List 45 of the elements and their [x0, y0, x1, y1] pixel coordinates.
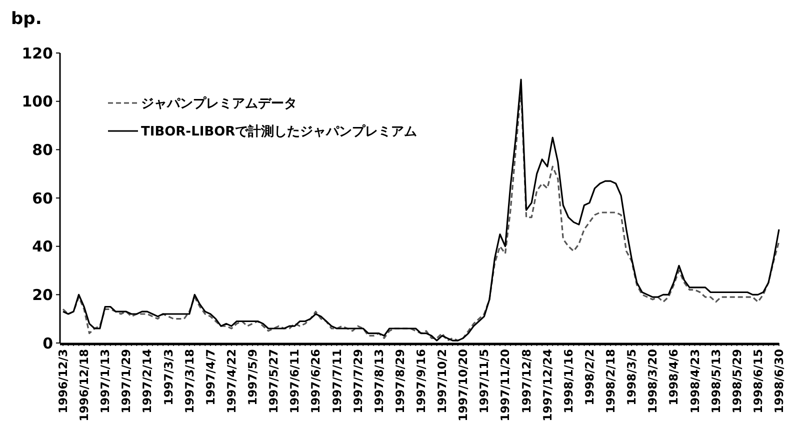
x-tick-label: 1997/7/11: [330, 349, 344, 414]
x-tick-label: 1997/6/11: [288, 349, 302, 414]
x-tick-label: 1997/1/13: [98, 349, 112, 414]
x-tick-label: 1998/3/20: [646, 349, 660, 414]
x-tick-label: 1997/8/29: [392, 349, 407, 414]
x-tick-label: 1998/5/29: [730, 349, 744, 414]
x-tick-label: 1998/6/30: [772, 349, 786, 414]
y-tick-label: 60: [32, 189, 53, 208]
y-axis-title: bp.: [11, 9, 42, 29]
y-tick-label: 0: [42, 334, 53, 352]
x-tick-label: 1996/12/18: [77, 349, 92, 422]
x-tick-label: 1997/7/29: [350, 349, 365, 414]
x-tick-label: 1998/6/15: [750, 349, 765, 414]
x-tick-label: 1998/2/2: [582, 349, 596, 406]
x-tick-label: 1998/2/18: [604, 349, 618, 414]
x-tick-label: 1998/4/6: [666, 349, 681, 406]
x-tick-label: 1997/11/20: [498, 349, 512, 422]
x-tick-label: 1998/3/5: [624, 349, 639, 406]
x-tick-label: 1997/11/5: [477, 349, 492, 414]
x-tick-label: 1997/2/14: [140, 349, 154, 414]
x-tick-label: 1997/3/3: [161, 349, 176, 406]
x-tick-label: 1997/10/20: [456, 349, 470, 422]
x-tick-label: 1997/3/18: [182, 349, 196, 414]
legend-label: ジャパンプレミアムデータ: [141, 96, 297, 112]
y-tick-label: 20: [32, 286, 53, 304]
y-tick-label: 80: [32, 140, 53, 159]
x-tick-label: 1997/4/7: [203, 349, 218, 406]
x-tick-label: 1998/4/23: [688, 349, 702, 414]
x-tick-label: 1997/8/13: [372, 349, 386, 414]
x-tick-label: 1997/5/27: [266, 349, 281, 414]
x-tick-label: 1997/1/29: [119, 349, 134, 414]
x-tick-label: 1997/10/2: [435, 349, 450, 414]
x-tick-label: 1998/5/13: [708, 349, 723, 414]
y-tick-label: 40: [32, 238, 53, 256]
x-tick-label: 1997/12/24: [540, 349, 554, 422]
x-tick-label: 1997/9/16: [414, 349, 428, 414]
x-tick-label: 1998/1/16: [561, 349, 576, 414]
x-tick-label: 1997/6/26: [308, 349, 323, 414]
x-tick-label: 1997/5/9: [246, 349, 260, 406]
legend-label: TIBOR-LIBORで計測したジャパンプレミアム: [141, 124, 418, 140]
x-tick-label: 1996/12/3: [56, 349, 70, 414]
y-tick-label: 120: [22, 44, 53, 62]
x-tick-label: 1997/4/22: [224, 349, 238, 414]
x-tick-label: 1997/12/8: [519, 349, 534, 414]
y-tick-label: 100: [22, 92, 53, 111]
